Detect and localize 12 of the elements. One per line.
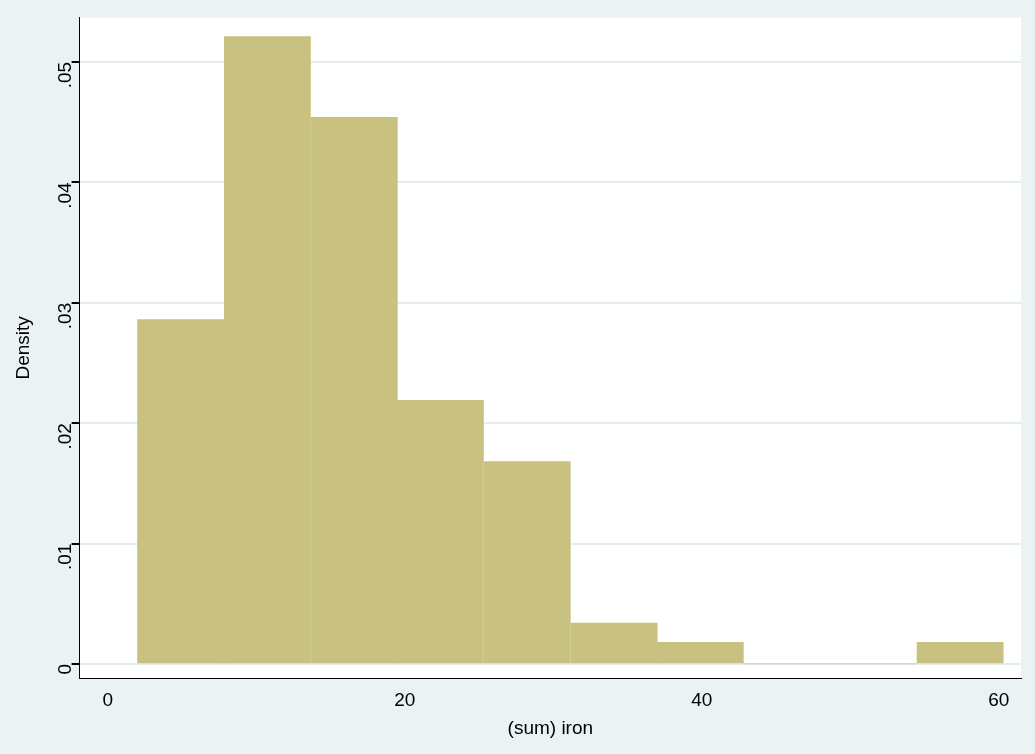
x-tick-label: 60	[988, 689, 1010, 711]
y-axis-title: Density	[11, 315, 33, 380]
x-axis-title: (sum) iron	[507, 716, 594, 738]
x-tick-label: 0	[102, 689, 114, 711]
x-tick-label: 40	[691, 689, 713, 711]
y-tick-label: .05	[53, 61, 75, 89]
y-tick-label: .02	[53, 423, 75, 450]
y-tick-label: 0	[53, 663, 75, 675]
y-tick-label: .04	[53, 181, 75, 209]
y-tick-label: .03	[53, 302, 75, 330]
y-tick-label: .01	[53, 543, 75, 570]
x-tick-label: 20	[394, 689, 416, 711]
